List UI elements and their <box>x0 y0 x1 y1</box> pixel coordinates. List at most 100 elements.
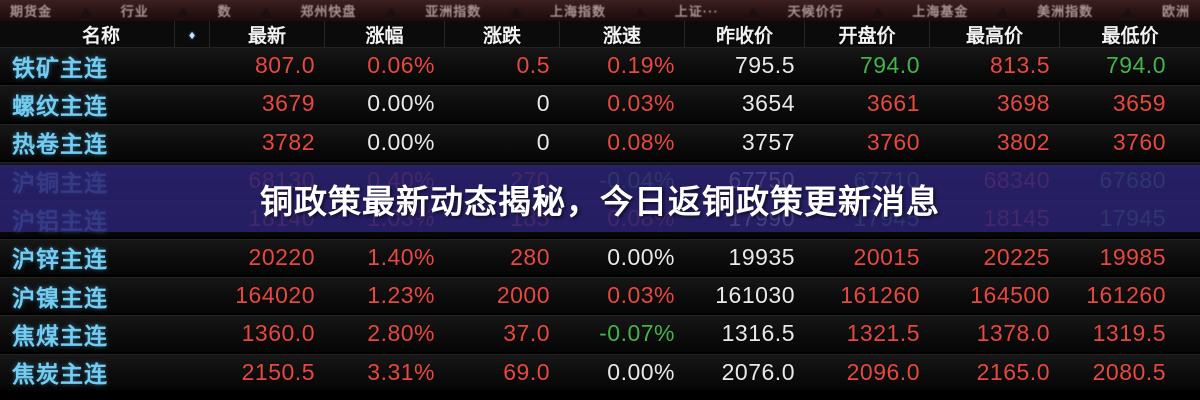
quote-cell-speed: -0.07% <box>599 320 675 347</box>
quote-cell-last: 3679 <box>261 90 315 117</box>
quote-cell-open: 161260 <box>840 282 920 309</box>
quote-cell-open: 794.0 <box>859 52 920 79</box>
column-header-name[interactable]: 名称 <box>0 21 175 48</box>
contract-name: 铁矿主连 <box>12 54 108 81</box>
quote-cell-high: 164500 <box>970 282 1050 309</box>
column-header-chg[interactable]: 涨跌 <box>445 21 560 48</box>
quote-cell-open: 2096.0 <box>846 358 920 385</box>
column-header-low[interactable]: 最低价 <box>1101 26 1159 47</box>
quote-cell-prev_close: 2076.0 <box>721 358 795 385</box>
quote-cell-speed: 0.19% <box>607 52 675 79</box>
quote-cell-low: 794.0 <box>1105 52 1166 79</box>
quote-cell-low: 1319.5 <box>1092 320 1166 347</box>
quote-cell-last: 164020 <box>235 282 315 309</box>
quote-cell-open: 20015 <box>853 243 920 270</box>
quote-cell-low: 19985 <box>1099 243 1166 270</box>
topbar-separator-icon <box>77 6 96 21</box>
quote-cell-speed: 0.08% <box>607 128 675 155</box>
quote-cell-last: 20220 <box>248 243 315 270</box>
quote-cell-open: 1321.5 <box>846 320 920 347</box>
quote-cell-chg_pct: 0.06% <box>367 52 435 79</box>
topbar-tab-4[interactable]: 郑州快盘 <box>300 4 357 19</box>
table-row[interactable]: 沪锌主连 20220 1.40% 280 0.00% 19935 20015 20225 199… <box>0 238 1200 277</box>
topbar-tab-9[interactable]: 上海基金 <box>912 4 969 19</box>
quote-cell-last: 1360.0 <box>241 320 315 347</box>
quote-cell-low: 161260 <box>1086 282 1166 309</box>
quote-cell-chg_pct: 0.00% <box>367 90 435 117</box>
topbar-tab-6[interactable]: 上海指数 <box>549 4 606 19</box>
quote-cell-open: 3661 <box>866 90 920 117</box>
table-row[interactable]: 螺纹主连 3679 0.00% 0 0.03% 3654 3661 3698 3659 <box>0 85 1200 124</box>
topbar-tab-10[interactable]: 美洲指数 <box>1037 4 1094 19</box>
table-row[interactable]: 焦炭主连 2150.5 3.31% 69.0 0.00% 2076.0 2096.0 2165… <box>0 353 1200 392</box>
table-row[interactable]: 沪镍主连 164020 1.23% 2000 0.03% 161030 161260 1645… <box>0 276 1200 316</box>
table-header-row: 名称 ♦ 最新 涨幅 涨跌 涨速 昨收价 开盘价 最高价 最低价 <box>0 21 1200 48</box>
contract-name: 焦煤主连 <box>12 322 108 349</box>
sort-column-header[interactable]: ♦ <box>175 21 210 48</box>
column-header-open[interactable]: 开盘价 <box>805 21 930 48</box>
topbar-separator-icon <box>257 6 275 21</box>
topbar-separator-icon <box>506 6 525 21</box>
topbar-separator-icon <box>744 6 763 21</box>
topbar-tab-2[interactable]: 行业 <box>120 4 149 19</box>
column-header-chg_pct[interactable]: 涨幅 <box>325 21 445 48</box>
column-header-high[interactable]: 最高价 <box>930 21 1060 48</box>
topbar-tab-1[interactable]: 期货金 <box>10 4 53 19</box>
table-row[interactable]: 热卷主连 3782 0.00% 0 0.08% 3757 3760 3802 3760 <box>0 123 1200 162</box>
contract-name: 螺纹主连 <box>12 92 108 119</box>
table-row[interactable]: 铁矿主连 807.0 0.06% 0.5 0.19% 795.5 794.0 813.5 794… <box>0 47 1200 86</box>
quote-cell-prev_close: 3757 <box>741 128 795 155</box>
quote-cell-prev_close: 795.5 <box>734 52 795 79</box>
topbar-tab-11[interactable]: 欧洲 <box>1161 4 1190 19</box>
quote-cell-chg_pct: 3.31% <box>367 358 435 385</box>
quote-cell-high: 3802 <box>996 128 1050 155</box>
quote-cell-chg: 0 <box>536 90 550 117</box>
topbar-separator-icon <box>1118 6 1137 21</box>
quote-cell-speed: 0.03% <box>607 282 675 309</box>
quote-cell-open: 3760 <box>866 128 920 155</box>
news-banner-text: 铜政策最新动态揭秘，今日返铜政策更新消息 <box>260 182 940 220</box>
quote-cell-low: 3659 <box>1112 90 1166 117</box>
quote-cell-prev_close: 19935 <box>728 243 795 270</box>
contract-name: 焦炭主连 <box>12 361 108 388</box>
quote-cell-prev_close: 1316.5 <box>721 320 795 347</box>
quote-cell-chg: 2000 <box>496 282 550 309</box>
quote-cell-chg_pct: 0.00% <box>367 128 435 155</box>
quote-cell-speed: 0.00% <box>607 243 675 270</box>
quote-cell-high: 2165.0 <box>976 358 1050 385</box>
topbar-tab-3[interactable]: 数 <box>217 4 232 19</box>
topbar-tab-7[interactable]: 上证··· <box>674 4 719 19</box>
topbar-tab-8[interactable]: 天候价行 <box>787 4 844 19</box>
quote-cell-chg_pct: 1.23% <box>367 282 435 309</box>
quote-cell-speed: 0.00% <box>607 358 675 385</box>
column-header-last[interactable]: 最新 <box>210 21 325 48</box>
quote-cell-last: 2150.5 <box>241 358 315 385</box>
column-header-speed[interactable]: 涨速 <box>560 21 685 48</box>
quote-cell-chg_pct: 1.40% <box>367 243 435 270</box>
quote-cell-chg: 0 <box>536 128 550 155</box>
topbar-separator-icon <box>993 6 1012 21</box>
topbar-separator-icon <box>381 6 400 21</box>
quote-cell-prev_close: 3654 <box>741 90 795 117</box>
contract-name: 沪锌主连 <box>12 246 108 273</box>
contract-name: 热卷主连 <box>12 131 108 158</box>
quote-cell-chg: 0.5 <box>516 52 550 79</box>
topbar-separator-icon <box>631 6 650 21</box>
topbar-separator-icon <box>868 6 887 21</box>
topbar-tab-5[interactable]: 亚洲指数 <box>425 4 482 19</box>
quote-cell-last: 807.0 <box>254 52 315 79</box>
quote-cell-chg: 280 <box>510 243 550 270</box>
table-row[interactable]: 焦煤主连 1360.0 2.80% 37.0 -0.07% 1316.5 1321.5 137… <box>0 315 1200 354</box>
quote-cell-high: 1378.0 <box>976 320 1050 347</box>
quote-cell-high: 20225 <box>983 243 1050 270</box>
quote-cell-last: 3782 <box>261 128 315 155</box>
quote-cell-speed: 0.03% <box>607 90 675 117</box>
quote-cell-high: 3698 <box>996 90 1050 117</box>
sort-diamond-icon: ♦ <box>188 27 196 42</box>
quote-cell-high: 813.5 <box>989 52 1050 79</box>
quote-cell-chg: 69.0 <box>503 358 550 385</box>
news-banner-overlay: 铜政策最新动态揭秘，今日返铜政策更新消息 <box>0 165 1200 232</box>
contract-name: 沪镍主连 <box>12 284 108 311</box>
column-header-prev_close[interactable]: 昨收价 <box>685 21 805 48</box>
